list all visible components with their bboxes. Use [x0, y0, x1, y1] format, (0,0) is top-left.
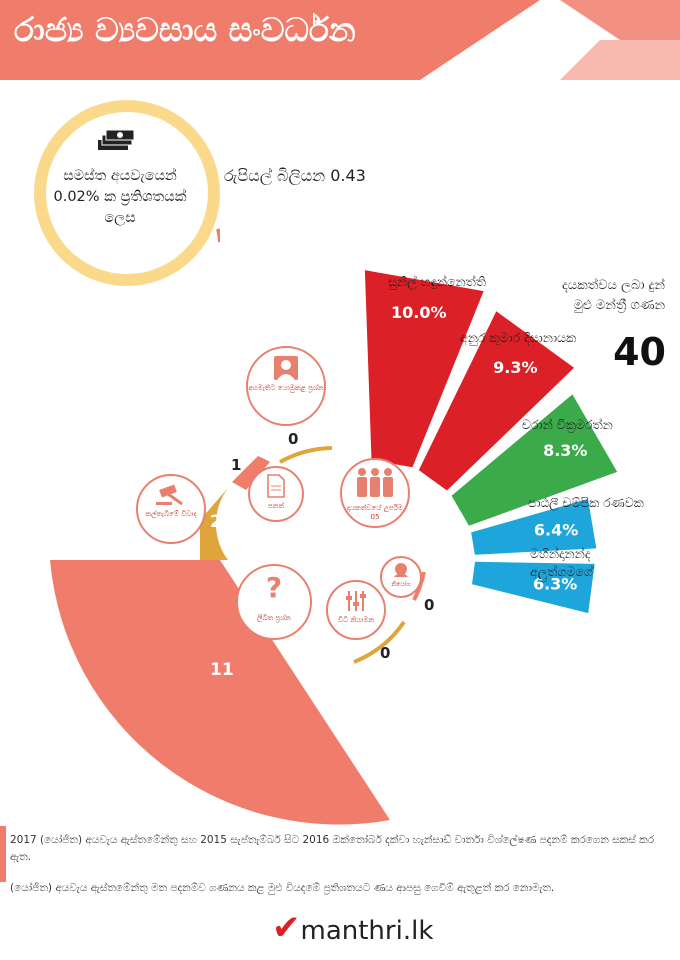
footer-note-1: 2017 (යෝජිත) අයවැය ඇස්තමේන්තු සහ 2015 සැ…	[10, 834, 655, 863]
people-group-icon	[357, 468, 393, 497]
activity-debates-label: කල්තැබීමේ විවාද	[145, 510, 197, 518]
rules-arc	[353, 620, 406, 664]
motions-arc	[412, 571, 426, 601]
bar-label-0: සුනිල් හඳුන්නෙත්ති	[388, 274, 486, 289]
contributor-value-0: 10.0%	[391, 303, 447, 322]
contributor-bar-0	[364, 270, 484, 468]
activity-acts-label: පනත්	[267, 502, 285, 510]
gavel-icon	[156, 484, 183, 506]
activity-acts-count: 1	[231, 456, 242, 474]
debates-wedge	[200, 488, 228, 560]
top-contributors-badge: දායකත්වයේ උපරිම 05	[340, 458, 410, 528]
contributor-bar-4	[472, 561, 595, 614]
title-banner	[0, 0, 680, 80]
top-contributors-label: දායකත්වයේ උපරිම 05	[347, 504, 403, 521]
bar-label-4: මහින්දානන්ද අලුත්ගමගේ	[530, 546, 593, 579]
bar-label-3: පාඨලී චම්පික රණවක	[528, 495, 644, 510]
acts-wedge	[232, 456, 270, 490]
bar-label-2: චරාන් වික්‍රමරත්න	[522, 417, 613, 432]
contributor-value-3: 6.4%	[534, 521, 578, 540]
bar-label-1: අනුර කුමාර දිසානායක	[460, 330, 577, 345]
questions-arc	[279, 446, 333, 464]
sliders-icon	[346, 591, 366, 611]
activity-questions: අගමැතිට යොමුකළ ප්‍රශ්න	[246, 346, 326, 426]
contributor-bar-3	[471, 498, 597, 555]
contributor-value-1: 9.3%	[493, 358, 537, 377]
activity-written-count: 11	[210, 660, 234, 680]
question-icon: ?	[265, 571, 283, 604]
written-questions-wedge	[50, 560, 390, 825]
page-title: රාජ්‍ය ව්‍යවසාය සංවර්ධන	[14, 10, 356, 49]
person-icon	[274, 356, 298, 380]
members-count: 40	[613, 330, 666, 374]
money-stack-icon	[98, 129, 135, 150]
members-count-label: දයකත්වය ලබා දුන් මුළු මන්ත්‍රී ගණන	[561, 278, 665, 313]
activity-rules-label: විධි නියාමන	[337, 616, 375, 624]
activity-rules: විධි නියාමන	[326, 580, 386, 640]
budget-share-text: සමස්ත අයවැයෙන් 0.02% ක ප්‍රතිශතයක් ලෙස	[53, 168, 187, 226]
activity-rules-count: 0	[380, 644, 391, 662]
activity-debates-count: 2	[210, 512, 222, 532]
manthri-logo: ✔manthri.lk	[272, 908, 434, 948]
activity-questions-label: අගමැතිට යොමුකළ ප්‍රශ්න	[248, 384, 324, 392]
contributor-value-2: 8.3%	[543, 441, 587, 460]
activity-debates: කල්තැබීමේ විවාද	[136, 474, 206, 544]
activity-written-questions: ? ලිඛිත ප්‍රශ්න	[236, 564, 312, 640]
activity-acts: පනත්	[248, 466, 304, 522]
activity-motions: නියෝග	[380, 556, 422, 598]
activity-motions-label: නියෝග	[391, 581, 411, 588]
footer-note-2: (යෝජිත) අයවැය ඇස්තමේන්තු මත පදනම්ව ගණනය …	[10, 882, 555, 894]
contributor-bar-1	[418, 311, 575, 491]
activity-written-label: ලිඛිත ප්‍රශ්න	[257, 614, 291, 622]
contributor-bar-2	[451, 394, 618, 526]
activity-questions-count: 0	[288, 430, 299, 448]
budget-amount: රුපියල් බිලියන 0.43	[224, 166, 366, 185]
footer-accent	[0, 826, 6, 882]
activity-motions-count: 0	[424, 596, 435, 614]
document-icon	[267, 474, 285, 498]
check-mark-icon: ✔	[272, 908, 301, 948]
top-contributor-bars: 10.0% 9.3% 8.3% 6.4% 6.3%	[364, 270, 618, 614]
contributor-value-4: 6.3%	[533, 575, 577, 594]
speech-icon	[394, 563, 408, 577]
